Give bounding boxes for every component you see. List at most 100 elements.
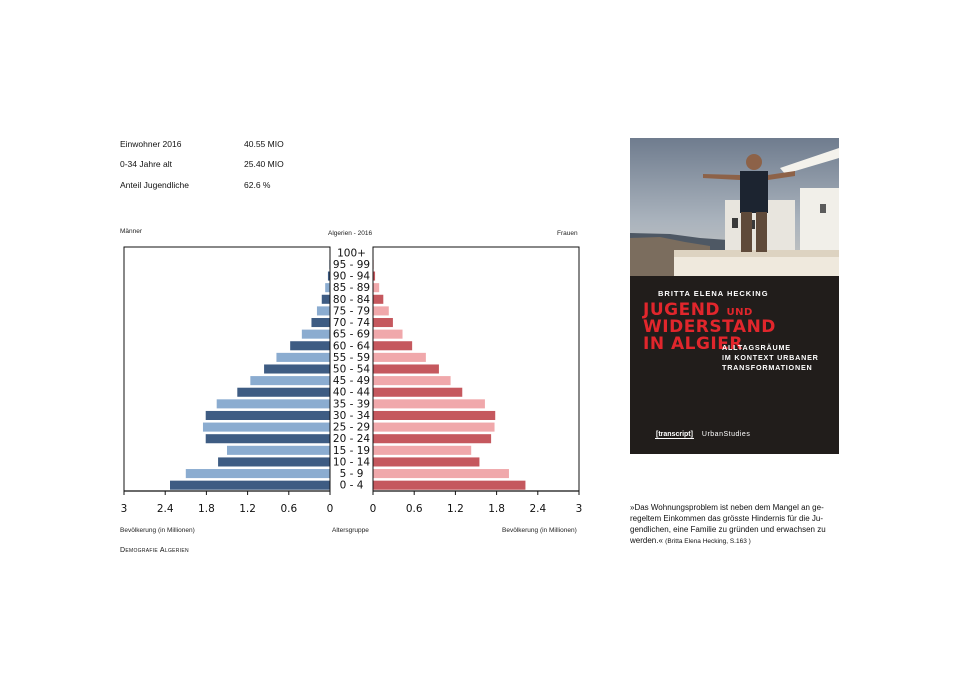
- x-tick-label: 0: [327, 503, 334, 515]
- title-word: JUGEND: [643, 300, 721, 320]
- x-tick-label: 1.2: [447, 503, 464, 515]
- chart-right-side-label: Frauen: [557, 230, 578, 237]
- age-group-label: 85 - 89: [333, 282, 370, 294]
- book-subtitle-line3: TRANSFORMATIONEN: [722, 363, 813, 372]
- quote-reference: (Britta Elena Hecking, S.163 ): [665, 538, 751, 545]
- chart-left-side-label: Männer: [120, 228, 143, 235]
- bar-female: [373, 434, 492, 444]
- book-subtitle-line1: ALLTAGSRÄUME: [722, 343, 791, 352]
- bar-female: [373, 445, 472, 455]
- x-axis-title-right: Bevölkerung (in Millionen): [502, 527, 577, 534]
- quote-text: »Das Wohnungsproblem ist neben dem Mange…: [630, 503, 826, 545]
- publisher-name: [transcript]: [655, 431, 694, 439]
- age-group-label: 70 - 74: [333, 317, 371, 329]
- bar-female: [373, 410, 496, 421]
- age-group-label: 80 - 84: [333, 294, 371, 306]
- bar-male: [325, 283, 330, 293]
- x-tick-label: 0.6: [406, 503, 423, 515]
- bar-male: [216, 399, 330, 409]
- bar-male: [227, 445, 330, 455]
- x-tick-label: 1.8: [488, 503, 505, 515]
- publisher-series: UrbanStudies: [701, 431, 751, 438]
- age-group-label: 75 - 79: [333, 305, 370, 317]
- age-group-label: 40 - 44: [333, 387, 371, 399]
- age-group-label: 65 - 69: [333, 329, 370, 341]
- x-tick-label: 2.4: [157, 503, 174, 515]
- book-title-line3: IN ALGIER: [643, 334, 743, 354]
- bar-male: [205, 410, 330, 421]
- bar-female: [373, 329, 403, 339]
- book-cover: BRITTA ELENA HECKING JUGEND UND WIDERSTA…: [630, 138, 839, 454]
- right-panel-frame: [372, 246, 580, 491]
- age-group-label: 25 - 29: [333, 422, 370, 434]
- bar-male: [185, 469, 330, 479]
- age-group-label: 50 - 54: [333, 364, 371, 376]
- stat-value: 25.40 MIO: [244, 159, 284, 169]
- stat-value: 62.6 %: [244, 180, 271, 190]
- age-group-label: 35 - 39: [333, 398, 370, 410]
- age-group-label: 100+: [337, 247, 366, 259]
- bar-male: [290, 341, 330, 351]
- book-quote: »Das Wohnungsproblem ist neben dem Mange…: [630, 502, 842, 547]
- age-group-label: 5 - 9: [340, 468, 364, 480]
- age-group-label: 30 - 34: [333, 410, 371, 422]
- age-group-label: 10 - 14: [333, 456, 371, 468]
- chart-caption: Demografie Algerien: [120, 547, 189, 554]
- book-author: BRITTA ELENA HECKING: [658, 289, 769, 298]
- bar-male: [321, 294, 330, 304]
- bar-female: [373, 306, 389, 316]
- bar-male: [205, 434, 330, 444]
- y-axis-title: Altersgruppe: [332, 527, 369, 534]
- age-group-label: 90 - 94: [333, 271, 371, 283]
- x-axis-title-left: Bevölkerung (in Millionen): [120, 527, 195, 534]
- bar-male: [327, 271, 330, 281]
- publisher-logo: [transcript] UrbanStudies: [655, 431, 751, 439]
- x-tick-label: 0: [370, 503, 377, 515]
- cover-photo: [630, 138, 839, 276]
- bar-female: [373, 376, 451, 386]
- bar-male: [276, 352, 330, 362]
- bar-male: [218, 457, 330, 467]
- bar-male: [170, 480, 330, 490]
- bar-female: [373, 283, 380, 293]
- bar-female: [373, 317, 393, 328]
- bar-female: [373, 364, 439, 374]
- stat-label: Einwohner 2016: [120, 139, 182, 149]
- bar-female: [373, 457, 480, 467]
- book-title-line1: JUGEND UND: [643, 300, 753, 320]
- bar-male: [311, 317, 330, 328]
- x-tick-label: 0.6: [280, 503, 297, 515]
- stat-label: 0-34 Jahre alt: [120, 159, 172, 169]
- x-tick-label: 3: [576, 503, 583, 515]
- bar-male: [237, 387, 330, 397]
- bar-male: [250, 376, 330, 386]
- bar-female: [373, 399, 485, 409]
- bar-female: [373, 480, 526, 490]
- x-tick-label: 3: [121, 503, 128, 515]
- bar-male: [202, 422, 330, 432]
- x-tick-label: 1.8: [198, 503, 215, 515]
- age-group-label: 45 - 49: [333, 375, 370, 387]
- bar-female: [373, 271, 376, 281]
- age-group-label: 95 - 99: [333, 259, 370, 271]
- age-group-label: 0 - 4: [340, 480, 364, 492]
- stat-value: 40.55 MIO: [244, 139, 284, 149]
- stat-label: Anteil Jugendliche: [120, 180, 189, 190]
- bar-male: [301, 329, 330, 339]
- chart-title: Algerien - 2016: [328, 230, 373, 237]
- book-title-line2: WIDERSTAND: [643, 317, 776, 337]
- bar-female: [373, 341, 413, 351]
- age-group-label: 15 - 19: [333, 445, 370, 457]
- x-tick-label: 1.2: [239, 503, 256, 515]
- bar-male: [316, 306, 330, 316]
- left-panel-frame: [123, 246, 331, 491]
- bar-female: [373, 352, 426, 362]
- bar-female: [373, 469, 509, 479]
- book-subtitle-line2: IM KONTEXT URBANER: [722, 353, 819, 362]
- age-group-label: 60 - 64: [333, 340, 371, 352]
- title-und: UND: [726, 307, 753, 318]
- bar-male: [264, 364, 330, 374]
- bar-female: [373, 422, 495, 432]
- age-group-label: 55 - 59: [333, 352, 370, 364]
